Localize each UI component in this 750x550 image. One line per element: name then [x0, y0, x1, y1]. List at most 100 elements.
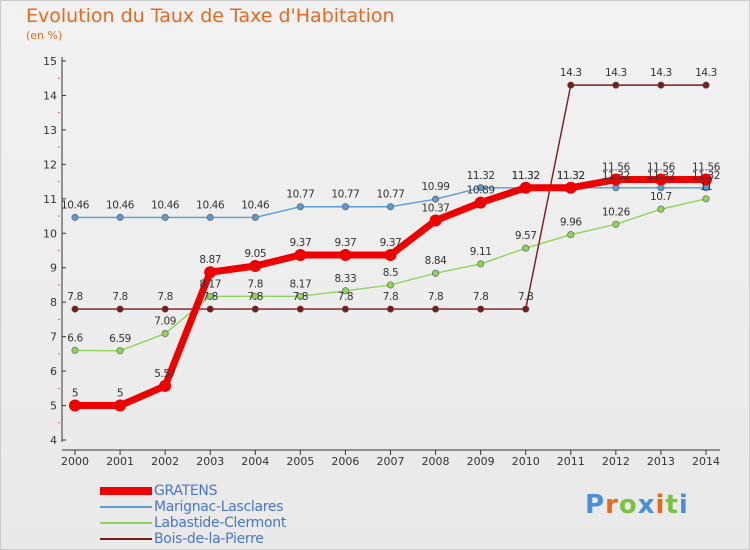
data-point-1	[341, 203, 349, 211]
logo-letter: t	[665, 490, 679, 520]
data-point-2	[657, 205, 665, 213]
data-label: 7.8	[248, 291, 264, 303]
proxiti-logo: Proxiti	[585, 490, 689, 520]
chart-legend: GRATENS Marignac-Lasclares Labastide-Clerm…	[100, 483, 286, 547]
data-point-3	[206, 305, 214, 313]
x-tick-label: 2009	[467, 455, 495, 468]
data-point-3	[522, 305, 530, 313]
legend-label: Marignac-Lasclares	[154, 499, 284, 515]
x-tick-label: 2005	[286, 455, 314, 468]
data-label: 11.32	[557, 170, 585, 182]
data-label: 10.99	[422, 181, 450, 193]
data-point-1	[657, 184, 665, 192]
data-label: 7.8	[202, 291, 218, 303]
data-point-0	[609, 173, 622, 186]
data-point-2	[206, 292, 214, 300]
logo-letter: i	[655, 490, 666, 520]
x-tick-label: 2001	[106, 455, 134, 468]
data-label: 11.32	[692, 170, 720, 182]
legend-swatch	[100, 487, 152, 495]
data-point-3	[612, 81, 620, 89]
data-point-2	[71, 346, 79, 354]
data-point-0	[384, 248, 397, 261]
data-label: 6.6	[67, 332, 83, 344]
data-point-3	[116, 305, 124, 313]
x-tick-label: 2007	[377, 455, 405, 468]
y-tick-label: 9	[50, 262, 57, 275]
data-point-0	[249, 260, 262, 273]
legend-item: GRATENS	[100, 483, 286, 499]
y-tick-label: 12	[43, 158, 57, 171]
x-tick-label: 2006	[331, 455, 359, 468]
data-point-3	[432, 305, 440, 313]
data-label: 5	[72, 388, 78, 400]
data-point-0	[519, 181, 532, 194]
data-label: 10.46	[151, 199, 180, 211]
data-label: 8.33	[335, 273, 357, 285]
data-point-1	[296, 203, 304, 211]
data-label: 10.46	[241, 199, 270, 211]
data-label: 14.3	[605, 67, 627, 79]
y-tick-label: 7	[50, 331, 57, 344]
data-point-1	[386, 203, 394, 211]
data-label: 7.8	[112, 291, 128, 303]
y-tick-label: 14	[43, 89, 57, 102]
data-label: 9.96	[560, 217, 582, 229]
legend-item: Bois-de-la-Pierre	[100, 531, 286, 547]
logo-letter: i	[678, 490, 689, 520]
data-point-3	[477, 305, 485, 313]
data-label: 8.5	[383, 267, 399, 279]
data-point-0	[159, 379, 172, 392]
legend-swatch	[100, 538, 152, 540]
y-tick-label: 5	[50, 400, 57, 413]
data-point-1	[206, 213, 214, 221]
data-point-1	[71, 213, 79, 221]
x-tick-label: 2014	[692, 455, 720, 468]
data-label: 11.32	[557, 170, 585, 182]
data-label: 11.56	[602, 162, 631, 174]
data-point-0	[700, 173, 712, 186]
data-label: 14.3	[695, 67, 717, 79]
data-point-0	[474, 196, 487, 209]
data-label: 10.77	[376, 189, 404, 201]
data-label: 5.57	[154, 368, 176, 380]
data-label: 11.56	[647, 162, 676, 174]
data-point-3	[567, 81, 575, 89]
data-point-2	[296, 292, 304, 300]
data-point-0	[429, 214, 442, 227]
data-label: 10.37	[422, 203, 450, 215]
logo-letter: x	[637, 490, 656, 520]
logo-letter: P	[585, 490, 606, 520]
x-tick-label: 2013	[647, 455, 675, 468]
data-point-3	[296, 305, 304, 313]
data-label: 9.37	[289, 237, 311, 249]
data-label: 9.05	[244, 248, 266, 260]
legend-item: Labastide-Clermont	[100, 515, 286, 531]
x-tick-label: 2003	[196, 455, 224, 468]
x-tick-label: 2004	[241, 455, 269, 468]
data-label: 11.32	[512, 170, 540, 182]
data-label: 10.46	[106, 199, 135, 211]
data-label: 10.77	[331, 189, 359, 201]
data-label: 14.3	[560, 67, 582, 79]
data-point-1	[251, 213, 259, 221]
data-label: 8.84	[425, 255, 447, 267]
data-point-0	[564, 181, 577, 194]
data-point-3	[71, 305, 79, 313]
data-point-2	[612, 220, 620, 228]
y-tick-label: 6	[50, 365, 57, 378]
legend-label: GRATENS	[154, 483, 218, 499]
data-point-3	[386, 305, 394, 313]
data-label: 10.7	[650, 191, 672, 203]
legend-swatch	[100, 522, 152, 524]
y-tick-label: 13	[43, 124, 57, 137]
data-label: 6.59	[109, 333, 131, 345]
logo-letter: r	[605, 490, 619, 520]
x-tick-label: 2012	[602, 455, 630, 468]
chart-subtitle: (en %)	[26, 29, 63, 42]
data-point-2	[251, 292, 259, 300]
data-label: 10.46	[61, 199, 90, 211]
data-label: 9.37	[380, 237, 402, 249]
data-label: 10.26	[602, 206, 631, 218]
